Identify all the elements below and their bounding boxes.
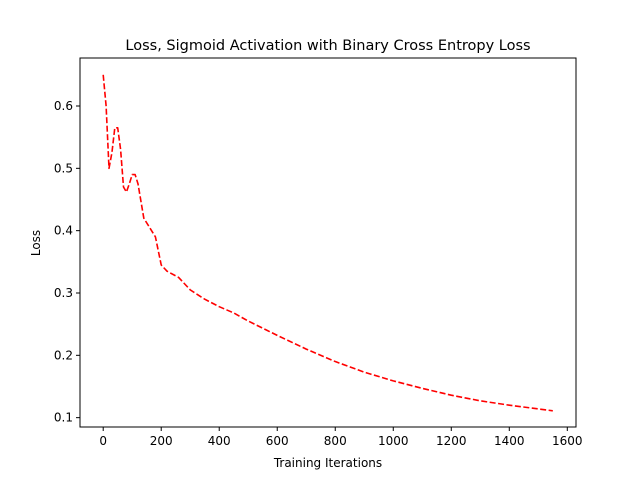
y-tick-label: 0.3	[54, 286, 73, 300]
y-tick-label: 0.6	[54, 99, 73, 113]
x-tick-label: 0	[99, 434, 107, 448]
x-tick-label: 1200	[436, 434, 467, 448]
x-tick-label: 600	[266, 434, 289, 448]
y-tick-label: 0.1	[54, 411, 73, 425]
y-axis-label: Loss	[29, 230, 43, 256]
x-tick-label: 1400	[494, 434, 525, 448]
x-tick-label: 800	[324, 434, 347, 448]
ticks: 0 200 400 600 800 1000 1200 1400 1600 0.1 0.2 0.3 0.…	[54, 99, 583, 448]
x-tick-label: 200	[150, 434, 173, 448]
y-tick-label: 0.5	[54, 161, 73, 175]
x-tick-label: 1600	[552, 434, 583, 448]
chart-title: Loss, Sigmoid Activation with Binary Cro…	[125, 38, 530, 54]
loss-line	[102, 74, 553, 412]
x-tick-label: 1000	[378, 434, 409, 448]
plot-area	[80, 58, 576, 427]
plot-frame	[79, 57, 577, 428]
x-axis-label: Training Iterations	[273, 456, 382, 470]
x-tick-label: 400	[208, 434, 231, 448]
y-tick-label: 0.4	[54, 224, 73, 238]
y-tick-label: 0.2	[54, 348, 73, 362]
series-layer	[102, 74, 553, 412]
